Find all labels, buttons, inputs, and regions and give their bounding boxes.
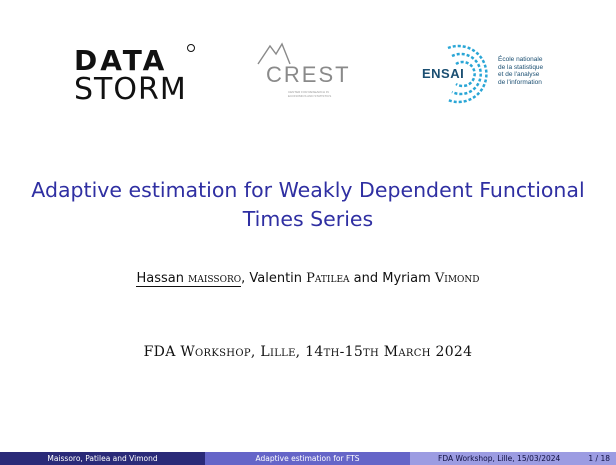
footer-short-title: Adaptive estimation for FTS <box>205 452 410 465</box>
footer-page-number[interactable]: 1 / 18 <box>588 454 610 463</box>
event-line: FDA Workshop, Lille, 14th-15th March 202… <box>143 344 473 360</box>
datastorm-logo-circle-icon <box>187 44 195 52</box>
author-separator-2: and Myriam <box>349 271 435 286</box>
second-author-family: Patilea <box>306 271 350 286</box>
footer-bar: Maissoro, Patilea and Vimond Adaptive es… <box>0 452 616 465</box>
crest-logo-subtitle: CENTER FOR RESEARCH IN ECONOMICS AND STA… <box>288 90 332 98</box>
footer-event: FDA Workshop, Lille, 15/03/2024 <box>438 454 561 463</box>
ensai-logo-word: ENSAI <box>422 66 465 81</box>
first-author: Hassan maissoro <box>136 271 242 287</box>
crest-logo-word: CREST <box>266 62 351 87</box>
author-separator-1: , Valentin <box>241 271 307 286</box>
first-author-family: maissoro <box>188 271 242 286</box>
datastorm-logo: DATA STORM <box>70 42 200 108</box>
datastorm-logo-line2: STORM <box>74 72 187 107</box>
authors-line: Hassan maissoro, Valentin Patilea and My… <box>0 271 616 287</box>
mountain-icon <box>257 42 291 65</box>
first-author-given: Hassan <box>136 271 184 286</box>
ensai-arc-icon <box>447 44 488 104</box>
footer-right: FDA Workshop, Lille, 15/03/2024 1 / 18 <box>410 452 616 465</box>
ensai-logo-text: École nationale de la statistique et de … <box>498 56 544 86</box>
footer-authors: Maissoro, Patilea and Vimond <box>0 452 205 465</box>
ensai-logo: ENSAI École nationale de la statistique … <box>418 38 558 108</box>
third-author-family: Vimond <box>434 271 480 286</box>
datastorm-logo-line1: DATA <box>74 44 168 77</box>
crest-logo: CREST CENTER FOR RESEARCH IN ECONOMICS A… <box>252 42 362 104</box>
slide-title: Adaptive estimation for Weakly Dependent… <box>31 178 585 231</box>
